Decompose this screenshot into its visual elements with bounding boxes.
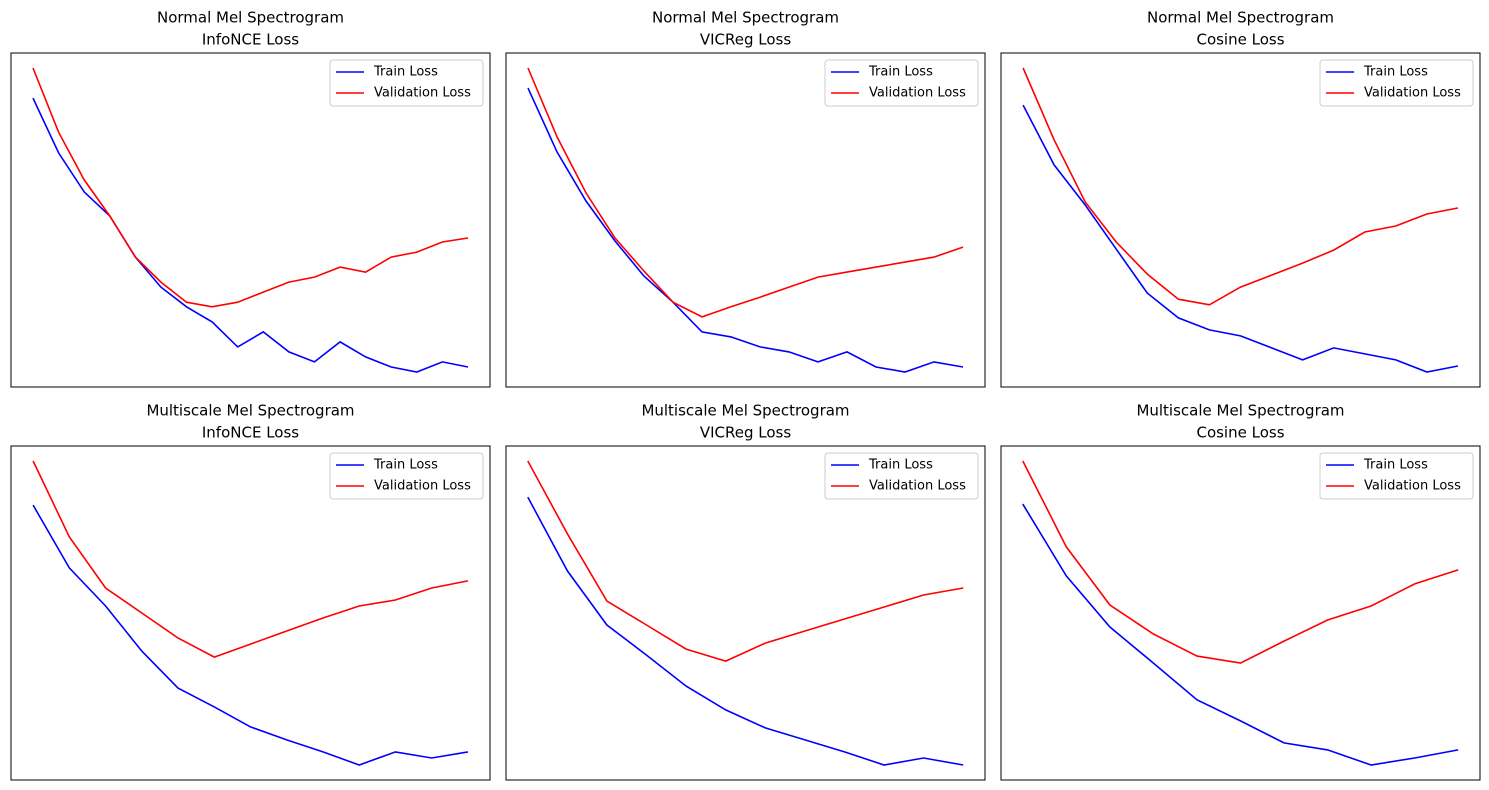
series-line (527, 460, 964, 662)
chart-subtitle: InfoNCE Loss (202, 31, 299, 49)
series-line (32, 97, 469, 373)
legend-label: Train Loss (373, 65, 438, 80)
legend-box (1319, 452, 1474, 500)
series-line (1022, 104, 1459, 373)
chart-subtitle: VICReg Loss (700, 424, 792, 442)
legend-label: Validation Loss (1364, 86, 1461, 101)
series-line (32, 67, 469, 308)
legend-label: Validation Loss (1364, 479, 1461, 494)
axes-frame (505, 52, 986, 388)
subplot: Multiscale Mel Spectrogram VICReg Loss Tra… (505, 402, 986, 781)
legend-label: Train Loss (868, 458, 933, 473)
series-line (527, 496, 964, 766)
legend-box (1319, 59, 1474, 107)
series-line (32, 504, 469, 766)
legend-box (329, 59, 484, 107)
legend-label: Train Loss (1363, 458, 1428, 473)
legend-label: Train Loss (373, 458, 438, 473)
axes-frame (10, 445, 491, 781)
series-line (32, 460, 469, 658)
chart-subtitle: Cosine Loss (1196, 31, 1284, 49)
legend-label: Train Loss (868, 65, 933, 80)
chart-title: Multiscale Mel Spectrogram (1136, 402, 1344, 420)
legend-label: Validation Loss (869, 479, 966, 494)
subplot: Normal Mel Spectrogram InfoNCE Loss Train … (10, 9, 491, 388)
axes-frame (10, 52, 491, 388)
subplot: Multiscale Mel Spectrogram InfoNCE Loss Tr… (10, 402, 491, 781)
chart-subtitle: Cosine Loss (1196, 424, 1284, 442)
subplot: Normal Mel Spectrogram VICReg Loss Train L… (505, 9, 986, 388)
chart-title: Normal Mel Spectrogram (157, 9, 344, 27)
legend-box (824, 452, 979, 500)
series-line (1022, 460, 1459, 664)
chart-subtitle: InfoNCE Loss (202, 424, 299, 442)
series-line (527, 67, 964, 318)
subplot: Multiscale Mel Spectrogram Cosine Loss Tra… (1000, 402, 1481, 781)
series-line (527, 87, 964, 373)
chart-subtitle: VICReg Loss (700, 31, 792, 49)
series-line (1022, 503, 1459, 766)
axes-frame (505, 445, 986, 781)
chart-title: Normal Mel Spectrogram (1147, 9, 1334, 27)
legend-label: Validation Loss (869, 86, 966, 101)
chart-title: Multiscale Mel Spectrogram (641, 402, 849, 420)
legend-box (329, 452, 484, 500)
axes-frame (1000, 445, 1481, 781)
axes-frame (1000, 52, 1481, 388)
chart-title: Multiscale Mel Spectrogram (146, 402, 354, 420)
subplot: Normal Mel Spectrogram Cosine Loss Train L… (1000, 9, 1481, 388)
chart-title: Normal Mel Spectrogram (652, 9, 839, 27)
legend-label: Validation Loss (374, 479, 471, 494)
series-line (1022, 67, 1459, 306)
legend-box (824, 59, 979, 107)
legend-label: Train Loss (1363, 65, 1428, 80)
legend-label: Validation Loss (374, 86, 471, 101)
